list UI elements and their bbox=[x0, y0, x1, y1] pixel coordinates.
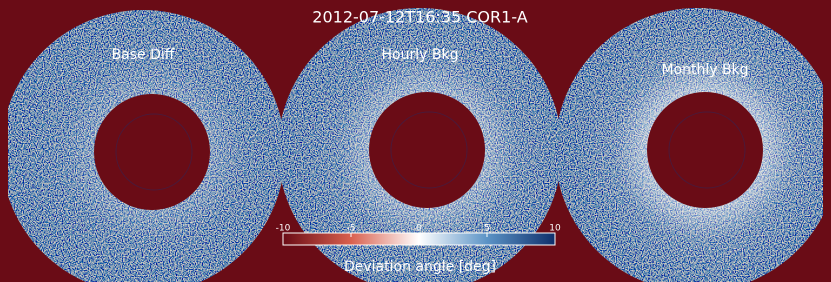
panel-label: Base Diff bbox=[112, 47, 175, 63]
occulter bbox=[369, 92, 485, 208]
occulter bbox=[94, 94, 210, 210]
colorbar-tick-label: -5 bbox=[347, 224, 356, 234]
colorbar-tick-label: 0 bbox=[416, 224, 422, 234]
title: 2012-07-12T16:35 COR1-A bbox=[312, 8, 527, 27]
figure: 2012-07-12T16:35 COR1-A Deviation angle … bbox=[0, 0, 831, 282]
colorbar-tick-label: 10 bbox=[549, 224, 561, 234]
occulter bbox=[647, 92, 763, 208]
colorbar-label: Deviation angle [deg] bbox=[344, 259, 496, 275]
panel-label: Hourly Bkg bbox=[382, 47, 459, 63]
panel-label: Monthly Bkg bbox=[661, 62, 748, 78]
colorbar-tick-label: 5 bbox=[484, 224, 490, 234]
colorbar-tick-label: -10 bbox=[276, 224, 291, 234]
